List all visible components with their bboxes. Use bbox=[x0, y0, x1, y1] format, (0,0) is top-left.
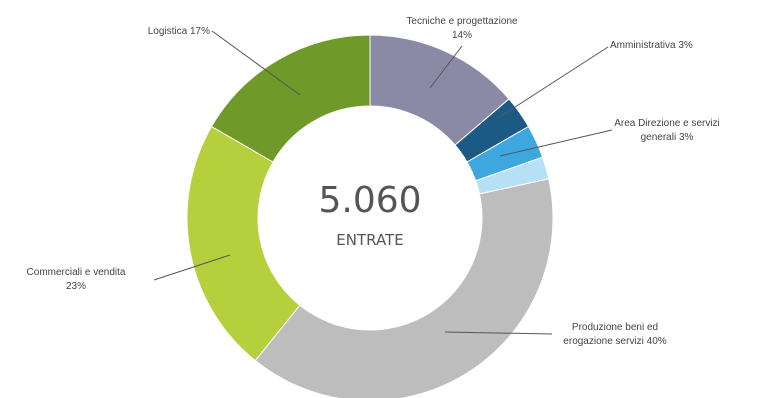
center-label: ENTRATE bbox=[336, 231, 403, 249]
slice-6 bbox=[186, 125, 301, 362]
leader-line-7 bbox=[211, 30, 301, 96]
slice-label-5-line-1: Produzione beni ed bbox=[572, 322, 658, 333]
center-value: 5.060 bbox=[318, 180, 421, 221]
leader-line-5 bbox=[444, 331, 553, 335]
leader-line-3 bbox=[499, 129, 613, 157]
slice-label-1-line-2: 14% bbox=[452, 30, 472, 41]
donut-slices bbox=[186, 34, 554, 398]
leader-line-1 bbox=[429, 45, 463, 89]
slice-7 bbox=[210, 34, 371, 163]
slice-5 bbox=[254, 178, 554, 398]
leader-line-2 bbox=[497, 46, 609, 119]
leader-line-6 bbox=[153, 254, 231, 281]
slice-labels: Tecniche e progettazione 14% Amministrativ… bbox=[27, 16, 720, 347]
slice-label-7-line-1: Logistica 17% bbox=[148, 26, 210, 37]
slice-label-2-line-1: Amministrativa 3% bbox=[610, 40, 693, 51]
slice-label-6-line-2: 23% bbox=[66, 281, 86, 292]
slice-label-3-line-1: Area Direzione e servizi bbox=[614, 118, 720, 129]
slice-label-5-line-2: erogazione servizi 40% bbox=[563, 336, 666, 347]
slice-label-6-line-1: Commerciali e vendita bbox=[27, 267, 126, 278]
slice-label-3-line-2: generali 3% bbox=[641, 132, 694, 143]
label-leader-lines bbox=[153, 30, 613, 335]
slice-label-1-line-1: Tecniche e progettazione bbox=[406, 16, 518, 27]
